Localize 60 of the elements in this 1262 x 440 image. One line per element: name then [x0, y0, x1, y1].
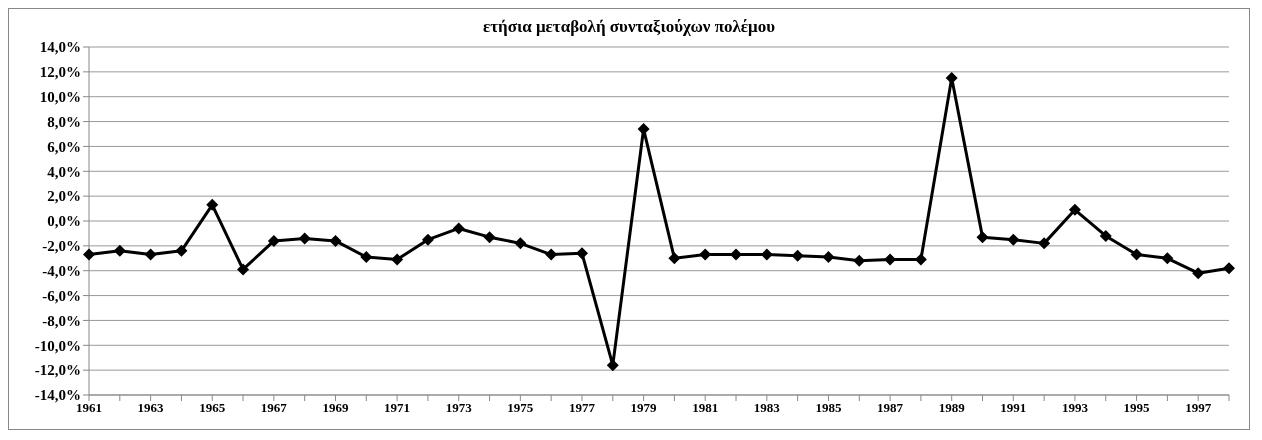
y-tick-label: -8,0% [42, 312, 81, 329]
point [1192, 267, 1205, 280]
point [1068, 203, 1081, 216]
x-tick-label: 1989 [938, 400, 966, 416]
point [1161, 252, 1174, 265]
y-tick-label: 2,0% [47, 188, 81, 205]
y-tick-label: 8,0% [47, 113, 81, 130]
x-tick-label: 1965 [199, 400, 226, 416]
y-tick-label: 14,0% [39, 39, 81, 56]
y-tick-label: -12,0% [34, 362, 81, 379]
point [298, 232, 311, 245]
point [545, 248, 558, 261]
x-tick-label: 1975 [507, 400, 534, 416]
x-tick-label: 1983 [753, 400, 781, 416]
y-tick-label: -4,0% [42, 263, 81, 280]
x-tick-label: 1979 [630, 400, 658, 416]
point [452, 222, 465, 235]
point [976, 231, 989, 244]
point [391, 253, 404, 266]
y-tick-label: -6,0% [42, 287, 81, 304]
point [421, 233, 434, 246]
point [1130, 248, 1143, 261]
x-tick-label: 1971 [384, 400, 411, 416]
y-tick-label: 12,0% [39, 64, 81, 81]
y-tick-label: 6,0% [47, 138, 81, 155]
x-tick-label: 1993 [1061, 400, 1089, 416]
point [144, 248, 157, 261]
point [483, 231, 496, 244]
point [1007, 233, 1020, 246]
x-tick-label: 1973 [445, 400, 473, 416]
x-tick-label: 1987 [877, 400, 904, 416]
point [267, 234, 280, 247]
x-tick-label: 1985 [815, 400, 842, 416]
point [83, 248, 95, 261]
x-tick-label: 1981 [692, 400, 719, 416]
chart-title: ετήσια μεταβολή συνταξιούχων πολέμου [481, 16, 777, 38]
point [1223, 262, 1235, 275]
x-tick-label: 1995 [1123, 400, 1151, 416]
x-tick-label: 1967 [260, 400, 288, 416]
point [822, 251, 835, 264]
x-tick-label: 1997 [1185, 400, 1212, 416]
y-tick-label: 0,0% [47, 213, 81, 230]
y-tick-label: -2,0% [42, 238, 81, 255]
point [206, 198, 219, 211]
point [175, 244, 188, 257]
x-tick-label: 1969 [322, 400, 349, 416]
point [360, 251, 373, 264]
x-tick-label: 1963 [137, 400, 165, 416]
y-tick-label: 10,0% [39, 89, 81, 106]
x-tick-label: 1977 [568, 400, 596, 416]
y-tick-label: -10,0% [34, 337, 81, 354]
point [1099, 229, 1112, 242]
point [113, 244, 126, 257]
point [514, 237, 527, 250]
y-tick-label: 4,0% [47, 163, 81, 180]
point [1038, 237, 1051, 250]
point [237, 263, 250, 276]
point [329, 234, 342, 247]
x-tick-label: 1991 [1000, 400, 1027, 416]
point [668, 252, 681, 265]
